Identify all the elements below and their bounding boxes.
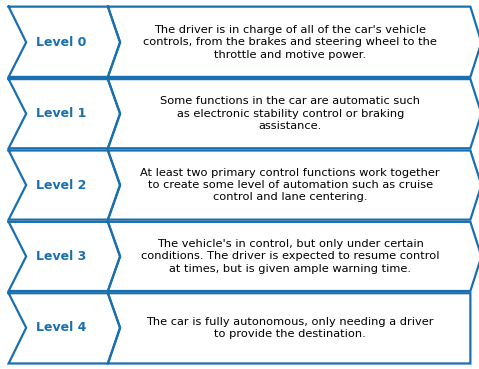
Text: The driver is in charge of all of the car's vehicle
controls, from the brakes an: The driver is in charge of all of the ca…: [143, 25, 437, 60]
Text: Some functions in the car are automatic such
as electronic stability control or : Some functions in the car are automatic …: [160, 96, 420, 131]
Text: Level 2: Level 2: [36, 179, 86, 192]
Polygon shape: [108, 7, 479, 77]
Text: Level 4: Level 4: [36, 321, 86, 334]
Text: Level 0: Level 0: [36, 36, 86, 49]
Polygon shape: [9, 222, 120, 291]
Text: Level 1: Level 1: [36, 107, 86, 120]
Polygon shape: [9, 7, 120, 77]
Polygon shape: [108, 151, 479, 220]
Polygon shape: [9, 151, 120, 220]
Text: At least two primary control functions work together
to create some level of aut: At least two primary control functions w…: [140, 168, 440, 203]
Polygon shape: [108, 222, 479, 291]
Polygon shape: [9, 293, 120, 363]
Text: The car is fully autonomous, only needing a driver
to provide the destination.: The car is fully autonomous, only needin…: [147, 317, 434, 339]
Polygon shape: [9, 79, 120, 148]
Text: Level 3: Level 3: [36, 250, 86, 263]
Polygon shape: [108, 79, 479, 148]
Polygon shape: [108, 293, 470, 363]
Text: The vehicle's in control, but only under certain
conditions. The driver is expec: The vehicle's in control, but only under…: [141, 239, 440, 274]
